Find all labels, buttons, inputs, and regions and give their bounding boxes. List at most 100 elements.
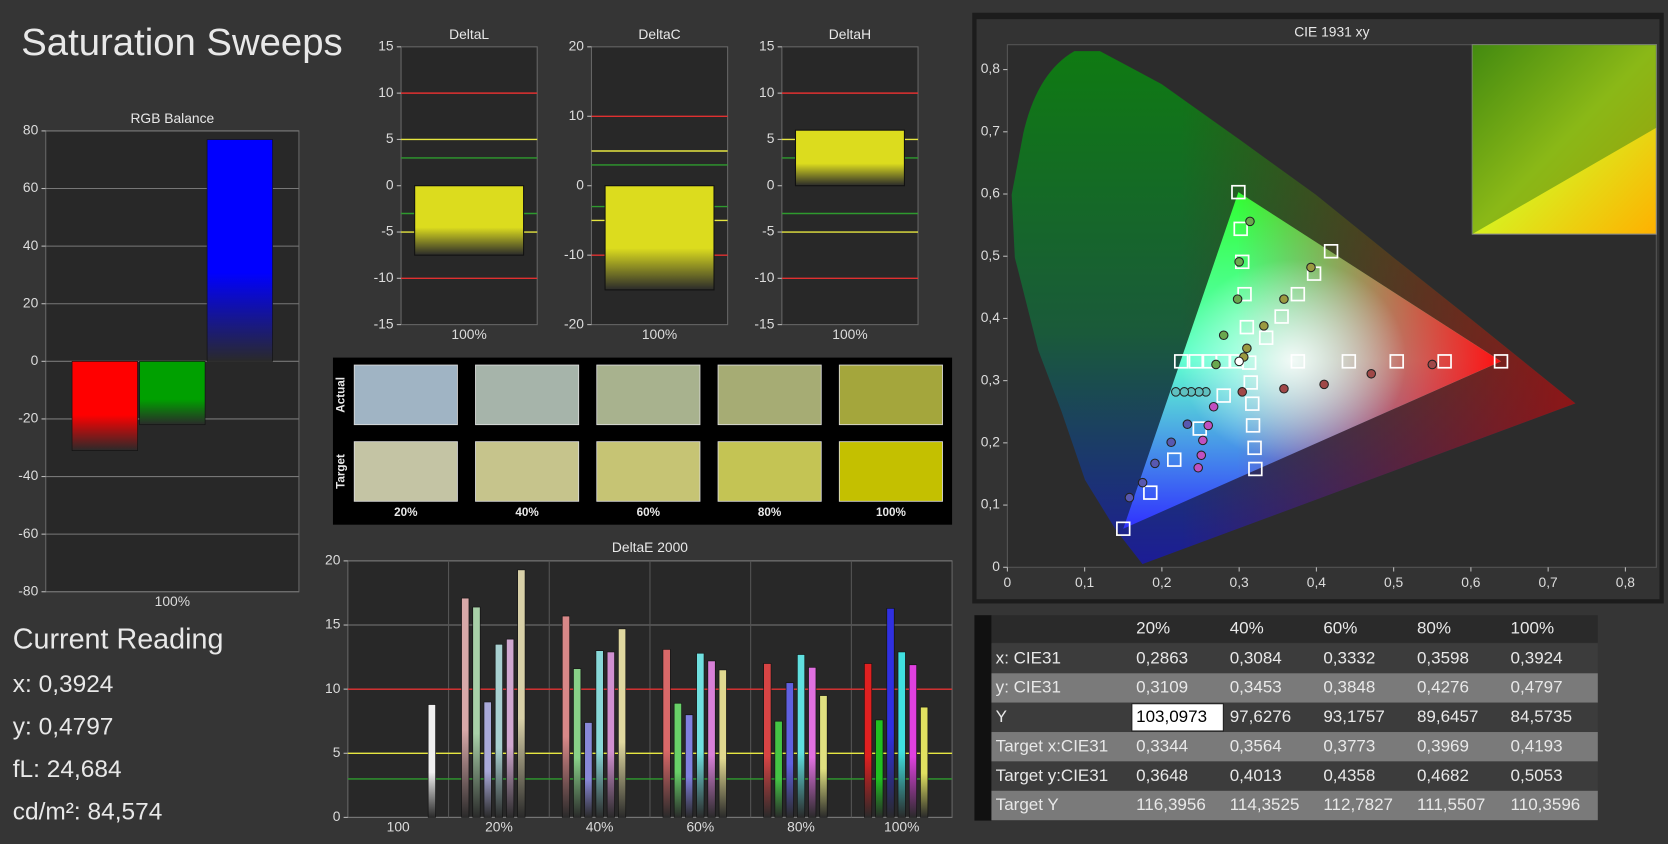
y-tick-label: 5 <box>767 130 775 146</box>
y-tick-label: 10 <box>759 84 775 100</box>
bar <box>797 654 806 818</box>
swatch-row-label: Actual <box>335 377 348 413</box>
measured-point <box>1366 369 1377 379</box>
bar <box>696 652 705 818</box>
table-cell: 93,1757 <box>1323 707 1385 726</box>
target-point <box>1239 319 1255 335</box>
chart-title: DeltaC <box>638 26 680 42</box>
target-point <box>1323 244 1339 259</box>
target-point <box>1245 396 1260 411</box>
reading-line: fL: 24,684 <box>13 756 122 783</box>
swatch-row-label: Target <box>335 454 348 489</box>
y-tick-label: 0,8 <box>981 60 1001 76</box>
y-tick-label: 0,6 <box>981 185 1001 201</box>
chart-title: DeltaL <box>449 26 489 42</box>
bar <box>808 667 817 818</box>
y-tick-label: 0,7 <box>981 122 1000 138</box>
table-row-bg <box>991 761 1598 791</box>
bar <box>494 643 503 818</box>
table-cell: 89,6457 <box>1417 707 1479 726</box>
bar <box>573 668 582 818</box>
table-cell: x: CIE31 <box>996 648 1061 667</box>
y-tick-label: 60 <box>23 179 39 195</box>
reading-line: x: 0,3924 <box>13 671 114 698</box>
y-tick-label: -20 <box>18 410 38 426</box>
table-cell: 0,3332 <box>1323 648 1375 667</box>
table-cell: 103,0973 <box>1136 707 1207 726</box>
swatch <box>838 441 943 502</box>
table-cell: 0,3453 <box>1230 678 1282 697</box>
y-tick-label: 0,5 <box>981 247 1001 263</box>
swatch <box>596 364 701 426</box>
table-cell: 0,4193 <box>1511 736 1563 755</box>
y-tick-label: 20 <box>23 294 39 310</box>
target-point <box>1216 388 1231 403</box>
table-header-bg <box>991 615 1598 643</box>
y-tick-label: -10 <box>374 269 394 285</box>
table-cell: 0,4276 <box>1417 678 1469 697</box>
measured-point <box>1208 401 1219 412</box>
table-header: 20% <box>1136 619 1170 638</box>
bar <box>886 608 895 818</box>
target-point <box>1341 354 1357 369</box>
measured-point <box>1179 387 1190 397</box>
x-tick-label: 100% <box>155 593 190 609</box>
target-point <box>1247 440 1262 456</box>
y-tick-label: -80 <box>18 582 38 598</box>
bar <box>595 650 604 818</box>
gamut-triangle <box>1123 192 1502 529</box>
table-cell: 0,4682 <box>1417 766 1469 785</box>
y-tick-label: 5 <box>333 744 341 760</box>
y-tick-label: 0,3 <box>981 371 1001 387</box>
y-tick-label: 0,2 <box>981 434 1000 450</box>
y-tick-label: -15 <box>374 315 394 331</box>
target-point <box>1290 286 1306 302</box>
table-cell: 0,3848 <box>1323 678 1375 697</box>
y-tick-label: 20 <box>325 552 341 568</box>
table-header: 60% <box>1323 619 1357 638</box>
y-tick-label: 0 <box>767 176 775 192</box>
y-tick-label: 10 <box>325 680 341 696</box>
table-cell: 97,6276 <box>1230 707 1292 726</box>
swatch <box>475 364 580 426</box>
x-tick-label: 80% <box>787 819 815 835</box>
table-row-bg <box>991 673 1598 703</box>
y-tick-label: 0 <box>576 176 584 192</box>
zoom-inset-shade <box>1472 44 1657 235</box>
x-tick-label: 100% <box>642 326 677 342</box>
bar <box>763 663 772 818</box>
table-cell: Target y:CIE31 <box>996 766 1109 785</box>
target-point <box>1389 354 1404 369</box>
table-cell: 0,4797 <box>1511 678 1563 697</box>
bar <box>139 361 206 426</box>
measured-point <box>1171 387 1181 397</box>
x-tick-label: 60% <box>686 819 714 835</box>
measured-point <box>1306 262 1316 273</box>
table-cell: 0,3598 <box>1417 648 1469 667</box>
bar <box>472 606 481 818</box>
y-tick-label: 0 <box>333 808 341 824</box>
bar <box>606 651 615 818</box>
swatch-column-label: 60% <box>637 506 661 519</box>
target-point <box>1167 452 1182 467</box>
table-cell: 0,4358 <box>1323 766 1375 785</box>
table-cell: 111,5507 <box>1417 795 1485 814</box>
y-tick-label: 40 <box>23 237 39 253</box>
target-point <box>1493 354 1509 369</box>
chart-title: DeltaE 2000 <box>612 539 688 555</box>
selected-cell <box>1131 703 1224 732</box>
x-tick-label: 100% <box>884 819 919 835</box>
table-cell: 84,5735 <box>1511 707 1573 726</box>
target-point <box>1237 286 1252 302</box>
table-cell: 0,5053 <box>1511 766 1563 785</box>
bar <box>785 682 794 818</box>
target-point <box>1233 221 1248 237</box>
measured-point <box>1234 257 1244 267</box>
table-cell: 110,3596 <box>1511 795 1581 814</box>
table-header: 40% <box>1230 619 1264 638</box>
chart-title: CIE 1931 xy <box>1294 24 1369 40</box>
swatch-column-label: 80% <box>758 506 782 519</box>
bar <box>685 714 694 818</box>
swatch <box>717 364 822 426</box>
